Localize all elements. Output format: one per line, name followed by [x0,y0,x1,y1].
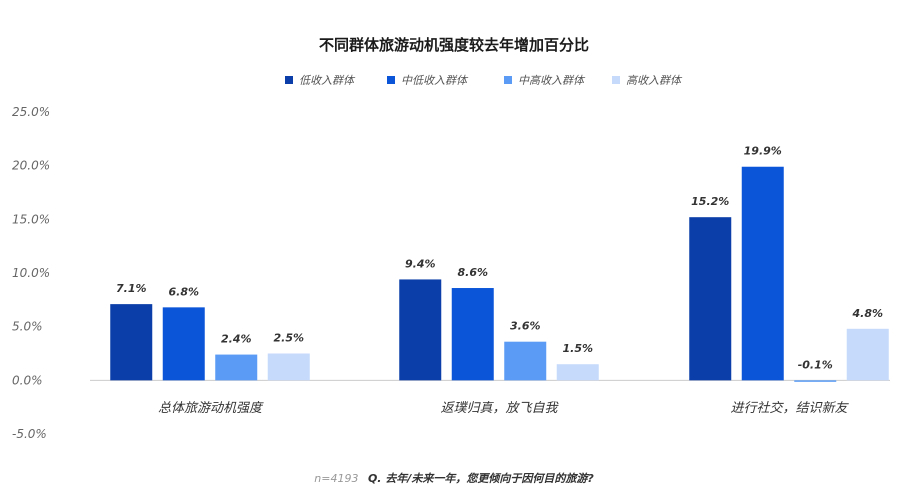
category-labels-group: 总体旅游动机强度 返璞归真，放飞自我 进行社交，结识新友 [158,400,850,416]
bar [741,166,784,381]
data-label: 4.8% [851,307,883,320]
bar [451,288,494,381]
data-label: 15.2% [691,195,729,208]
category-label: 总体旅游动机强度 [158,401,264,416]
footnote-sample: n=4193 [314,472,358,485]
legend-label: 高收入群体 [626,74,683,87]
data-label: 8.6% [457,266,488,279]
bar [794,380,837,382]
legend-label: 中高收入群体 [518,74,586,87]
footnote: n=4193 Q. 去年/未来一年，您更倾向于因何目的旅游? [314,472,594,485]
bar [846,328,889,381]
y-tick-label: 15.0% [12,212,50,226]
bar [215,354,258,381]
y-tick-label: -5.0% [12,427,47,441]
data-label: 2.4% [221,333,252,346]
chart-legend: 低收入群体 中低收入群体 中高收入群体 高收入群体 [285,74,683,87]
data-label: 3.6% [510,320,541,333]
data-label: 6.8% [168,285,199,298]
category-label: 进行社交，结识新友 [730,400,849,416]
bar [399,279,442,381]
legend-swatch [387,76,395,84]
legend-label: 中低收入群体 [401,74,469,87]
legend-swatch [612,76,620,84]
legend-item: 中高收入群体 [504,74,586,87]
y-tick-label: 10.0% [12,266,50,280]
legend-swatch [285,76,293,84]
y-tick-label: 0.0% [12,373,43,387]
data-label: 1.5% [562,342,593,355]
chart-title: 不同群体旅游动机强度较去年增加百分比 [319,36,589,54]
legend-swatch [504,76,512,84]
bar [267,353,310,381]
data-label: -0.1% [798,358,833,371]
footnote-question: Q. 去年/未来一年，您更倾向于因何目的旅游? [368,472,594,485]
bar [504,341,547,381]
legend-item: 低收入群体 [285,74,356,87]
bar [110,304,153,381]
y-axis: 25.0% 20.0% 15.0% 10.0% 5.0% 0.0% -5.0% [12,105,50,441]
data-label: 9.4% [405,257,436,270]
bar [556,364,599,381]
category-label: 返璞归真，放飞自我 [440,401,559,416]
data-label: 19.9% [744,145,782,158]
legend-item: 中低收入群体 [387,74,469,87]
y-tick-label: 20.0% [12,159,50,173]
bar [689,217,732,381]
legend-item: 高收入群体 [612,74,683,87]
y-tick-label: 5.0% [12,320,43,334]
y-tick-label: 25.0% [12,105,50,119]
bar [162,307,205,381]
legend-label: 低收入群体 [299,74,356,87]
data-label: 7.1% [116,282,147,295]
bars-group [110,166,889,382]
data-labels-group: 7.1% 6.8% 2.4% 2.5% 9.4% 8.6% 3.6% 1.5% 15.2% 19.… [116,145,883,372]
data-label: 2.5% [273,332,304,345]
